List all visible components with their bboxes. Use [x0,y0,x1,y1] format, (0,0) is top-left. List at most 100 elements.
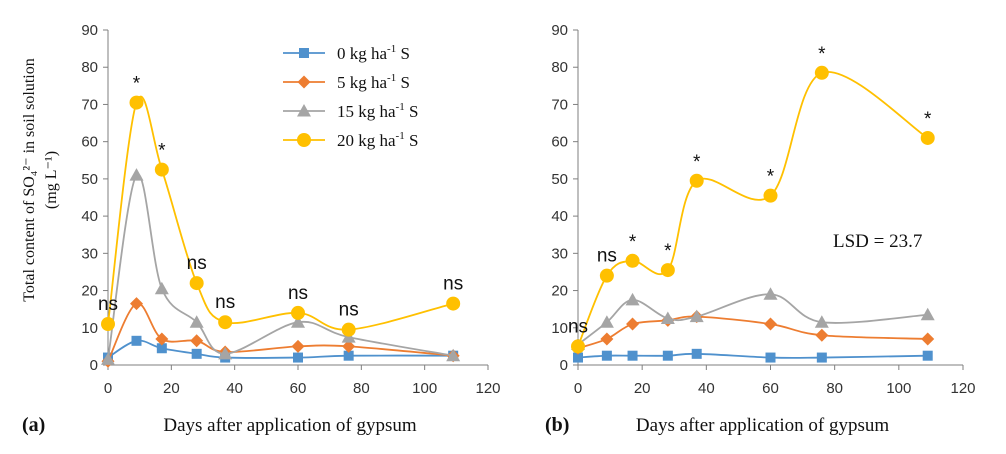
legend-label: 15 kg ha-1 S [337,101,418,121]
y-tick-label: 20 [81,283,98,300]
x-tick-label: 80 [353,380,370,397]
data-point [921,332,935,346]
data-point [342,339,356,353]
data-point [343,350,354,361]
data-point [814,315,829,328]
lsd-label: LSD = 23.7 [833,231,922,252]
x-tick-label: 100 [886,380,911,397]
legend-marker [297,104,311,117]
data-point [922,350,933,361]
y-tick-label: 90 [81,22,98,39]
data-point [218,346,233,360]
significance-annotation: * [158,141,166,162]
x-tick-label: 100 [412,380,437,397]
y-tick-label: 40 [551,208,568,225]
legend-marker [297,75,311,89]
x-tick-label: 20 [163,380,180,397]
data-point [625,253,640,268]
data-point [571,339,585,354]
significance-annotation: * [133,74,141,95]
legend-label: 5 kg ha-1 S [337,72,410,92]
data-point [573,352,583,363]
y-tick-label: 50 [551,171,568,188]
series-0-kg-ha-1-s [573,348,933,363]
data-point [218,315,233,330]
x-axis-label: Days after application of gypsum [163,415,416,436]
series-20-kg-ha-1-s [101,95,461,337]
x-tick-label: 120 [475,380,500,397]
x-tick-label: 40 [226,380,243,397]
data-point [920,130,935,145]
data-point [627,350,638,361]
data-point [689,309,704,323]
x-tick-label: 60 [290,380,307,397]
y-tick-label: 30 [81,245,98,262]
series-15-kg-ha-1-s [101,168,461,365]
y-tick-label: 10 [551,320,568,337]
data-point [191,348,202,359]
legend-label: 0 kg ha-1 S [337,43,410,63]
series-15-kg-ha-1-s [571,287,935,351]
significance-annotation: ns [98,294,118,315]
significance-annotation: ns [597,246,617,267]
significance-annotation: ns [288,283,308,304]
data-point [131,335,142,346]
legend-item: 20 kg ha-1 S [283,130,418,150]
data-point [129,95,144,110]
x-tick-label: 80 [826,380,843,397]
y-tick-label: 90 [551,22,568,39]
data-point [190,334,204,348]
significance-annotation: ns [215,292,235,313]
chart-panel-b: 0 10 20 30 40 50 60 70 80 90 0 20 40 60 80 100 120 Days a… [545,22,976,436]
x-tick-label: 20 [634,380,651,397]
data-point [154,281,169,295]
data-point [814,65,829,80]
significance-annotation: * [693,152,701,173]
data-point [763,188,778,203]
data-point [600,332,614,346]
data-point [291,339,305,353]
legend-item: 0 kg ha-1 S [283,43,410,63]
series-5-kg-ha-1-s [571,310,935,355]
panel-label: (b) [545,414,569,436]
y-axis-label-line1: Total content of SO₄²⁻ in soil solution [21,58,38,301]
data-point [156,343,167,354]
data-point [341,322,356,337]
data-point [626,317,640,331]
significance-annotation: * [664,241,672,262]
legend-item: 15 kg ha-1 S [283,101,418,121]
data-point [154,162,169,177]
significance-annotation: ns [339,300,359,321]
data-point [764,317,777,331]
x-tick-label: 0 [104,380,112,397]
significance-annotation: ns [568,316,588,337]
data-point [599,315,614,328]
y-tick-label: 30 [551,245,568,262]
chart-panel-a: 0 10 20 30 40 50 60 70 80 90 0 20 40 60 80 100 120 Days a… [21,22,501,436]
data-point [101,352,115,365]
data-point [601,350,612,361]
series-20-kg-ha-1-s [571,65,935,354]
y-tick-label: 60 [551,134,568,151]
y-tick-label: 10 [81,320,98,337]
data-point [691,348,702,359]
significance-annotation: * [924,109,932,130]
y-tick-label: 0 [90,357,98,374]
data-point [189,276,204,291]
data-point [130,297,143,311]
data-point [189,315,204,328]
data-point [920,307,935,321]
x-tick-label: 60 [762,380,779,397]
data-point [689,173,704,188]
legend-label: 20 kg ha-1 S [337,130,418,150]
data-point [815,328,829,342]
panel-label: (a) [22,414,45,436]
data-point [660,263,675,278]
data-point [662,350,673,361]
x-tick-label: 0 [574,380,582,397]
data-point [765,352,776,363]
legend: 0 kg ha-1 S 5 kg ha-1 S 15 kg ha-1 S 20 kg … [283,43,418,150]
data-point [129,168,144,181]
significance-annotation: * [629,232,637,253]
